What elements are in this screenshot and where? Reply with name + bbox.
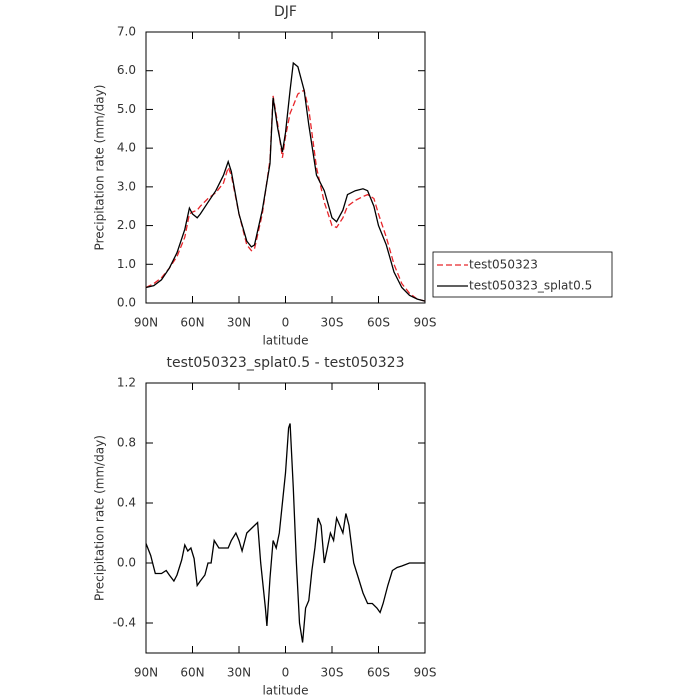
- x-tick-label: 90N: [134, 666, 158, 680]
- x-tick-label: 60N: [180, 316, 204, 330]
- x-tick-label: 90S: [414, 666, 437, 680]
- y-tick-label: 0.0: [117, 296, 136, 310]
- x-tick-label: 30S: [321, 316, 344, 330]
- y-tick-label: -0.4: [113, 616, 136, 630]
- x-tick-label: 90S: [414, 316, 437, 330]
- chart-title: DJF: [274, 4, 297, 20]
- y-axis-label: Precipitation rate (mm/day): [93, 85, 107, 251]
- y-tick-label: 1.2: [117, 376, 136, 390]
- y-tick-label: 0.8: [117, 436, 136, 450]
- y-tick-label: 0.4: [117, 496, 136, 510]
- data-line: [145, 61, 426, 302]
- legend-label: test050323: [469, 258, 538, 272]
- y-axis-label: Precipitation rate (mm/day): [93, 435, 107, 601]
- x-tick-label: 60S: [367, 666, 390, 680]
- y-tick-label: 3.0: [117, 179, 136, 193]
- x-tick-label: 30N: [227, 316, 251, 330]
- y-tick-label: 7.0: [117, 25, 136, 39]
- x-tick-label: 60S: [367, 316, 390, 330]
- legend-label: test050323_splat0.5: [469, 279, 592, 293]
- y-tick-label: 2.0: [117, 218, 136, 232]
- y-tick-label: 5.0: [117, 102, 136, 116]
- plot-frame: [145, 382, 426, 654]
- x-tick-label: 30S: [321, 666, 344, 680]
- x-axis-label: latitude: [262, 334, 308, 348]
- x-tick-label: 60N: [180, 666, 204, 680]
- y-tick-label: 6.0: [117, 63, 136, 77]
- chart-title: test050323_splat0.5 - test050323: [166, 355, 404, 371]
- x-tick-label: 0: [282, 666, 290, 680]
- x-tick-label: 30N: [227, 666, 251, 680]
- legend-box: [432, 251, 613, 298]
- y-tick-label: 1.0: [117, 257, 136, 271]
- x-tick-label: 90N: [134, 316, 158, 330]
- x-axis-label: latitude: [262, 684, 308, 698]
- data-line: [145, 423, 425, 643]
- y-tick-label: 4.0: [117, 141, 136, 155]
- data-line: [145, 89, 426, 302]
- plot-frame: [145, 31, 426, 304]
- x-tick-label: 0: [282, 316, 290, 330]
- y-tick-label: 0.0: [117, 556, 136, 570]
